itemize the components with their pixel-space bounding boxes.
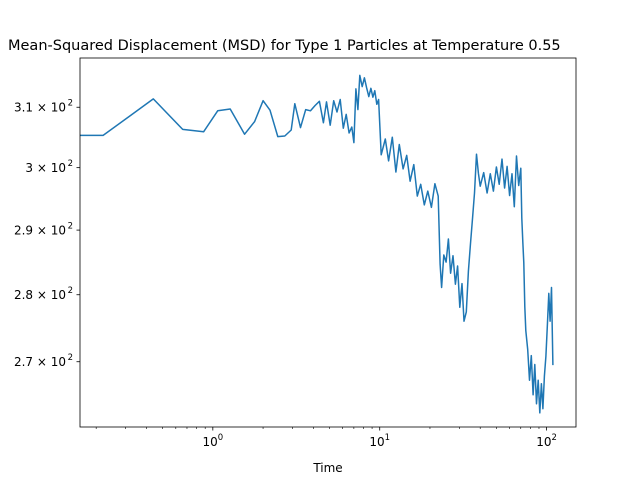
x-tick-label-2: 102 [536,433,557,449]
y-tick-exp-3: 2 [68,159,73,169]
x-tick-label-0: 100 [202,433,223,449]
axes-frame [79,57,577,428]
y-tick-exp-1: 2 [68,286,73,296]
y-tick-label-4: 3.1 × 10 [14,101,66,115]
y-tick-label-2: 2.9 × 10 [14,224,66,238]
x-axis-label: Time [312,461,342,475]
y-tick-label-3: 3 × 10 [25,161,66,175]
series-line-0 [80,74,554,414]
y-tick-exp-4: 2 [68,99,73,109]
y-tick-label-1: 2.8 × 10 [14,288,66,302]
plot-area [80,74,554,414]
y-tick-exp-2: 2 [68,222,73,232]
chart-title: Mean-Squared Displacement (MSD) for Type… [8,38,561,54]
x-tick-label-1: 101 [369,433,390,449]
y-tick-label-0: 2.7 × 10 [14,355,66,369]
y-tick-exp-0: 2 [68,353,73,363]
